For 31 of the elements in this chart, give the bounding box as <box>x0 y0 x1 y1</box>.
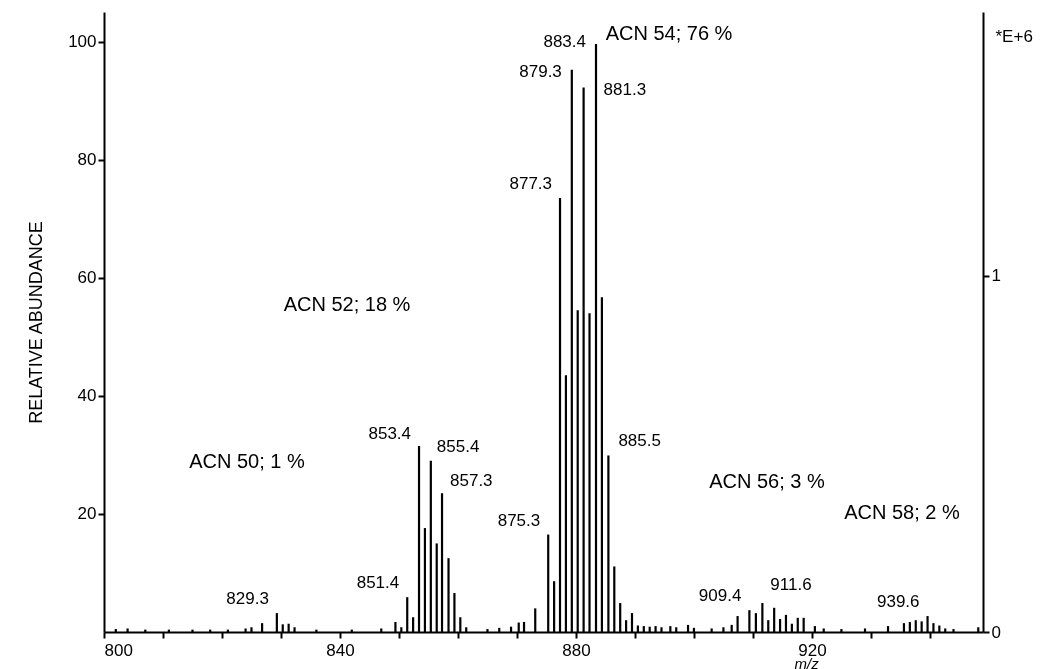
x-tick-label: 800 <box>104 640 133 660</box>
annotation: ACN 58; 2 % <box>844 501 961 523</box>
annotation: 875.3 <box>497 510 541 530</box>
annotation: ACN 54; 76 % <box>605 22 733 44</box>
y-axis-title: RELATIVE ABUNDANCE <box>26 221 47 424</box>
annotation: 829.3 <box>226 589 269 609</box>
x-tick-label: 840 <box>326 640 355 660</box>
annotation: 911.6 <box>770 575 812 595</box>
y-tick-label: 20 <box>77 504 97 524</box>
y-tick-label: 60 <box>77 268 97 288</box>
x-tick-label: 880 <box>562 640 591 660</box>
y2-tick-label: 1 <box>991 266 1001 286</box>
annotation: 883.4 <box>543 31 586 51</box>
annotation: 885.5 <box>618 431 661 451</box>
annotation: ACN 50; 1 % <box>189 450 306 472</box>
y2-axis-title: *E+6 <box>995 26 1033 46</box>
annotation: 939.6 <box>877 592 920 612</box>
annotation: 853.4 <box>368 424 412 443</box>
annotation: ACN 52; 18 % <box>283 293 411 315</box>
annotation: 851.4 <box>356 573 400 593</box>
y-tick-label: 100 <box>68 32 97 52</box>
annotation: 879.3 <box>519 61 562 81</box>
y-tick-label: 40 <box>77 386 97 406</box>
y2-tick-label: 0 <box>991 622 1001 642</box>
annotation: ACN 56; 3 % <box>709 470 826 492</box>
annotation: 909.4 <box>698 586 742 606</box>
annotation: 857.3 <box>450 471 493 491</box>
annotation: 877.3 <box>509 174 553 193</box>
y-tick-label: 80 <box>77 150 97 170</box>
annotation: 881.3 <box>603 79 647 99</box>
annotation: 855.4 <box>436 436 480 456</box>
